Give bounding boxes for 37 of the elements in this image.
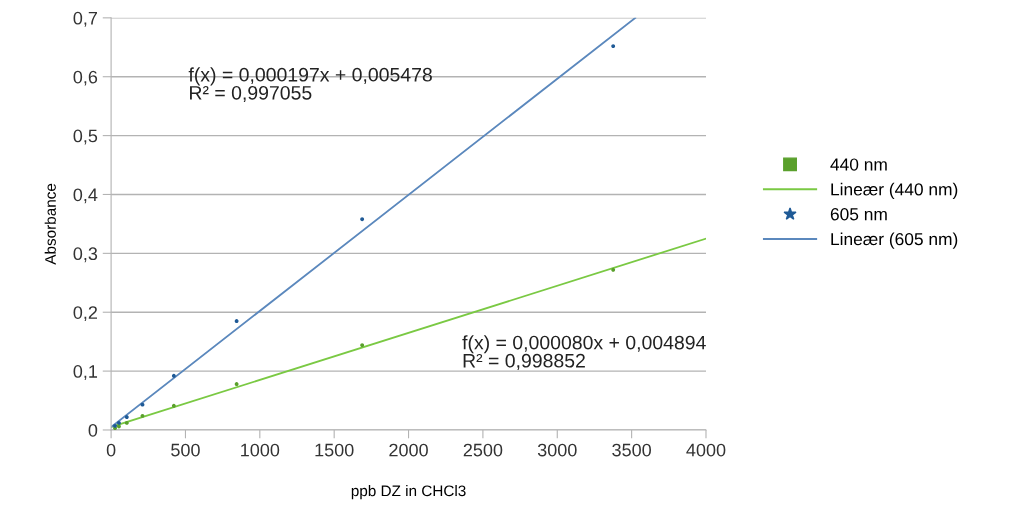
x-tick-label: 3500 — [612, 443, 652, 457]
x-axis-title: ppb DZ in CHCl3 — [351, 485, 466, 500]
legend-label: Lineær (440 nm) — [831, 182, 958, 199]
x-tick-label: 3000 — [537, 443, 577, 457]
point — [234, 382, 239, 387]
point — [116, 424, 121, 429]
point — [234, 319, 239, 324]
y-tick-label: 0,4 — [73, 188, 98, 204]
annotation: f(x) = 0,000080x + 0,004894 R² = 0,998852 — [462, 335, 706, 370]
x-tick-label: 1500 — [315, 443, 354, 457]
point — [171, 373, 176, 378]
y-tick-label: 0,6 — [73, 70, 98, 86]
x-tick-label: 4000 — [686, 443, 726, 457]
point — [124, 415, 129, 419]
y-tick-label: 0,5 — [73, 129, 98, 145]
x-tick-label: 1000 — [241, 443, 280, 457]
y-tick-label: 0,1 — [73, 365, 98, 380]
point — [171, 403, 176, 408]
y-tick-label: 0,7 — [73, 11, 97, 27]
point — [124, 420, 129, 425]
point — [611, 44, 616, 49]
y-axis-title: Absorbance — [44, 183, 56, 265]
legend-label: 440 nm — [830, 158, 887, 171]
y-tick-label: 0,2 — [73, 306, 97, 322]
point — [116, 420, 121, 425]
point — [360, 343, 365, 348]
x-tick-label: 2000 — [389, 443, 428, 457]
legend-label: 605 nm — [830, 208, 887, 221]
x-tick-label: 0 — [106, 443, 116, 457]
point — [360, 217, 365, 222]
legend-label: Lineær (605 nm) — [831, 232, 958, 249]
point — [611, 267, 616, 272]
x-tick-label: 2500 — [463, 443, 503, 457]
annotation: f(x) = 0,000197x + 0,005478 R² = 0,997055 — [188, 67, 432, 103]
y-tick-label: 0,3 — [73, 247, 98, 263]
y-tick-label: 0 — [88, 423, 98, 437]
x-tick-label: 500 — [171, 443, 200, 457]
